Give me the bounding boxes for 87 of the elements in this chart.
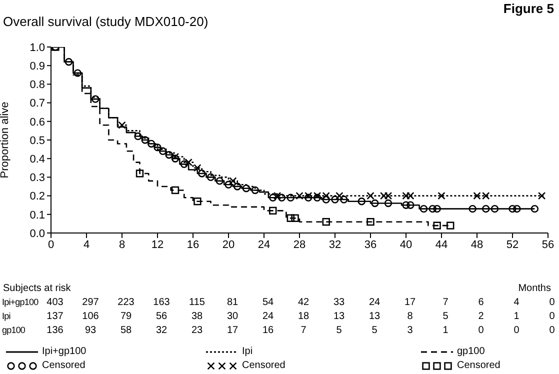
point xyxy=(438,192,446,200)
legend-label: gp100 xyxy=(457,346,485,357)
y-tick-label: 0.5 xyxy=(30,134,45,147)
y-tick-label: 0.0 xyxy=(30,228,45,240)
point xyxy=(384,199,392,208)
point xyxy=(286,214,294,222)
x-tick-label: 36 xyxy=(364,238,377,251)
point xyxy=(446,222,454,230)
text: gp100 136 93 58 32 23 17 16 7 5 5 3 1 0 0 0 xyxy=(2,325,555,336)
y-tick-label: 0.2 xyxy=(30,190,45,203)
point xyxy=(406,201,414,209)
y-tick-label: 1.0 xyxy=(30,42,45,54)
point xyxy=(508,204,516,213)
point xyxy=(371,199,379,208)
point xyxy=(64,58,73,66)
y-tick-label: 0.8 xyxy=(30,79,45,92)
point xyxy=(420,204,428,213)
point xyxy=(428,204,436,213)
point xyxy=(180,160,188,168)
x-tick-label: 40 xyxy=(400,238,412,251)
point xyxy=(92,95,100,103)
y-tick-label: 0.6 xyxy=(30,116,45,128)
legend-label: Censored xyxy=(457,360,500,371)
x-tick-label: 16 xyxy=(186,238,200,251)
point xyxy=(141,136,149,144)
x-tick-label: 8 xyxy=(118,238,126,251)
point xyxy=(198,170,206,178)
point xyxy=(433,204,441,213)
point xyxy=(322,218,330,226)
point xyxy=(433,222,441,230)
point xyxy=(291,214,299,222)
point xyxy=(530,204,539,213)
x-tick-label: 28 xyxy=(293,238,306,251)
point xyxy=(269,194,277,202)
point xyxy=(194,198,202,206)
y-tick-label: 0.3 xyxy=(30,172,45,184)
caption: Figure 5 xyxy=(503,1,554,16)
x-axis-title: Months xyxy=(518,283,551,294)
point xyxy=(468,204,476,213)
y-tick-label: 0.9 xyxy=(30,60,45,73)
x-tick-label: 0 xyxy=(48,238,54,251)
legend-label: Censored xyxy=(42,360,86,371)
point xyxy=(251,186,259,194)
legend-label: Ipi+gp100 xyxy=(42,346,86,357)
point xyxy=(366,192,374,200)
point xyxy=(278,194,286,202)
point xyxy=(234,182,242,190)
point xyxy=(538,192,546,200)
x-tick-label: 4 xyxy=(83,238,90,251)
point xyxy=(136,170,144,178)
point xyxy=(269,206,277,215)
legend-label: Ipi xyxy=(242,346,253,357)
point xyxy=(482,204,490,213)
x-tick-label: 24 xyxy=(258,238,270,251)
text: Subjects at risk xyxy=(3,283,71,294)
x-tick-label: 56 xyxy=(542,238,554,251)
point xyxy=(165,151,173,159)
point xyxy=(74,69,82,77)
y-axis-title: Proportion alive xyxy=(0,102,11,178)
point xyxy=(402,201,410,209)
text: Ipi 137 106 79 56 38 30 24 18 13 13 8 5 2 1 0 xyxy=(2,311,555,322)
x-tick-label: 32 xyxy=(328,238,342,251)
point xyxy=(331,196,339,204)
point xyxy=(206,173,215,182)
y-tick-label: 0.4 xyxy=(30,154,45,166)
point xyxy=(513,204,521,213)
y-tick-label: 0.1 xyxy=(30,209,45,222)
x-tick-label: 20 xyxy=(222,238,235,251)
point xyxy=(340,196,348,204)
point xyxy=(224,180,232,188)
text: Ipi+gp100 403 297 223 163 115 81 54 42 33 24 17 7 6 4 0 xyxy=(2,297,555,308)
x-tick-label: 12 xyxy=(151,238,164,251)
point xyxy=(216,177,224,185)
point xyxy=(286,194,294,202)
point xyxy=(134,132,142,140)
point xyxy=(490,204,499,213)
x-tick-label: 44 xyxy=(435,238,448,251)
point xyxy=(242,184,250,192)
chart-title: Overall survival (study MDX010-20) xyxy=(3,14,208,29)
point xyxy=(366,218,374,226)
legend-label: Censored xyxy=(242,360,286,371)
point xyxy=(358,198,366,206)
x-tick-label: 52 xyxy=(506,238,519,251)
x-tick-label: 48 xyxy=(470,238,484,251)
point xyxy=(147,140,156,148)
y-tick-label: 0.7 xyxy=(30,98,45,110)
point xyxy=(171,186,180,194)
